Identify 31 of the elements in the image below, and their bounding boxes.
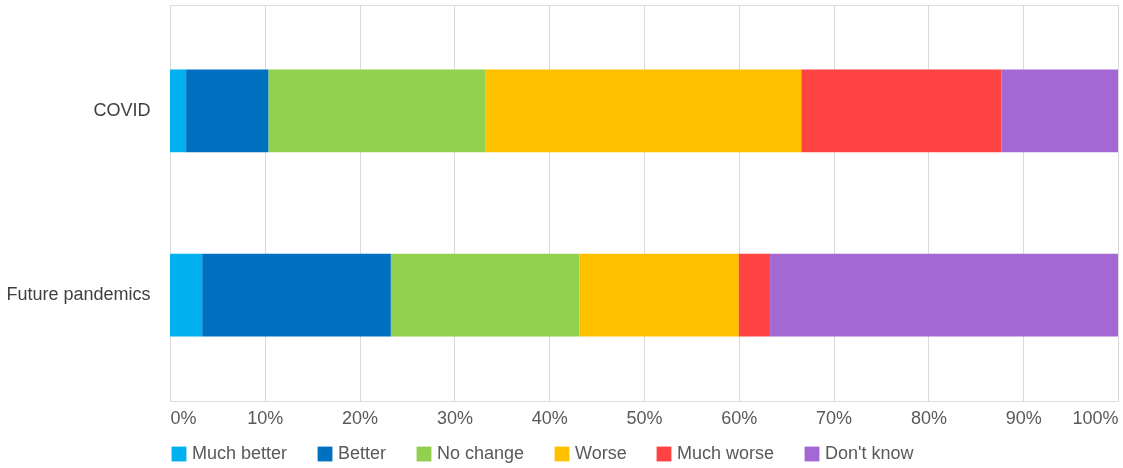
y-tick-label: COVID	[93, 99, 151, 120]
x-tick-label: 90%	[1005, 407, 1042, 428]
bar	[770, 253, 1118, 337]
legend-label: No change	[437, 443, 525, 463]
bar	[579, 253, 739, 337]
bar	[801, 69, 1002, 153]
legend-label: Worse	[575, 443, 627, 463]
bar	[186, 69, 269, 153]
bar	[202, 253, 391, 337]
bar	[268, 69, 486, 153]
x-tick-label: 20%	[342, 407, 379, 428]
x-tick-label: 40%	[531, 407, 568, 428]
bar	[738, 253, 771, 337]
x-tick-label: 100%	[1072, 407, 1119, 428]
x-tick-label: 70%	[816, 407, 853, 428]
bar	[1001, 69, 1118, 153]
bar	[485, 69, 802, 153]
legend-label: Better	[338, 443, 387, 463]
x-tick-label: 0%	[170, 407, 197, 428]
y-tick-label: Future pandemics	[6, 284, 151, 305]
x-tick-label: 30%	[436, 407, 473, 428]
bar	[390, 253, 580, 337]
x-tick-label: 60%	[721, 407, 758, 428]
legend-label: Much better	[192, 443, 288, 463]
legend-label: Much worse	[677, 443, 775, 463]
x-tick-label: 80%	[910, 407, 947, 428]
bar	[170, 253, 203, 337]
bar	[170, 69, 187, 153]
x-tick-label: 50%	[626, 407, 663, 428]
x-tick-label: 10%	[247, 407, 284, 428]
legend-label: Don't know	[825, 443, 915, 463]
